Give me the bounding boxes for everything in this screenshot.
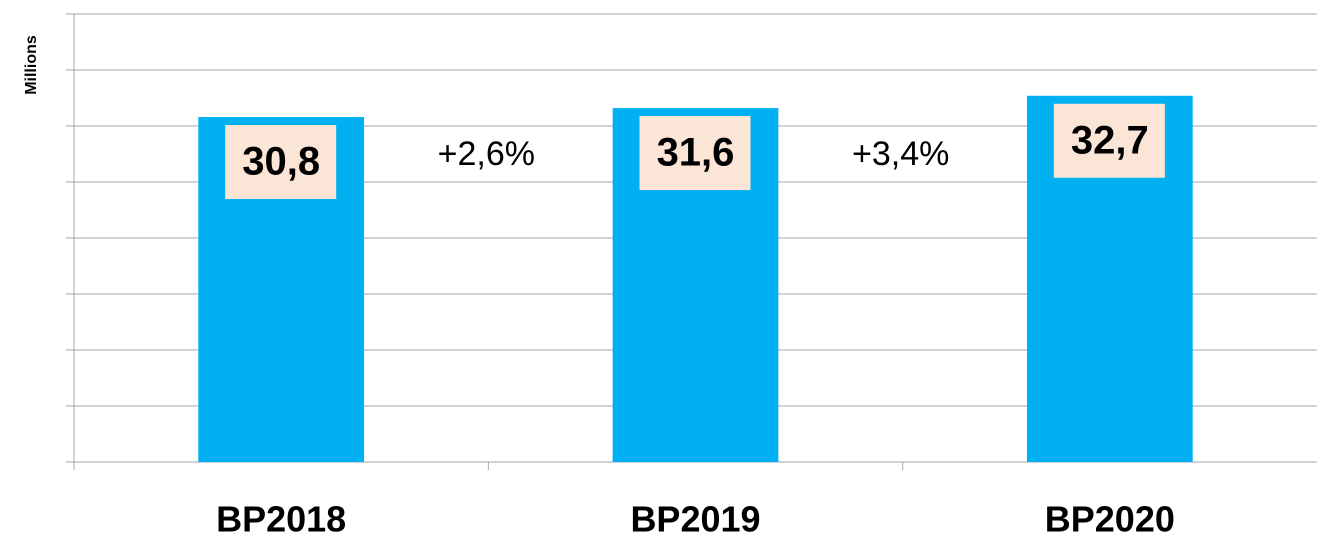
value-label: 30,8 xyxy=(242,140,320,184)
x-tick-label: BP2020 xyxy=(1045,499,1175,540)
x-tick-label: BP2019 xyxy=(630,499,760,540)
value-label-box xyxy=(1053,103,1165,178)
value-label-box xyxy=(225,125,337,200)
value-label-box xyxy=(639,116,751,191)
annotation: +2,6% xyxy=(438,135,535,173)
y-axis-label: Millions xyxy=(23,35,40,95)
annotation: +3,4% xyxy=(852,135,949,173)
x-tick-label: BP2018 xyxy=(216,499,346,540)
value-label: 31,6 xyxy=(657,131,735,175)
value-label: 32,7 xyxy=(1071,118,1149,162)
